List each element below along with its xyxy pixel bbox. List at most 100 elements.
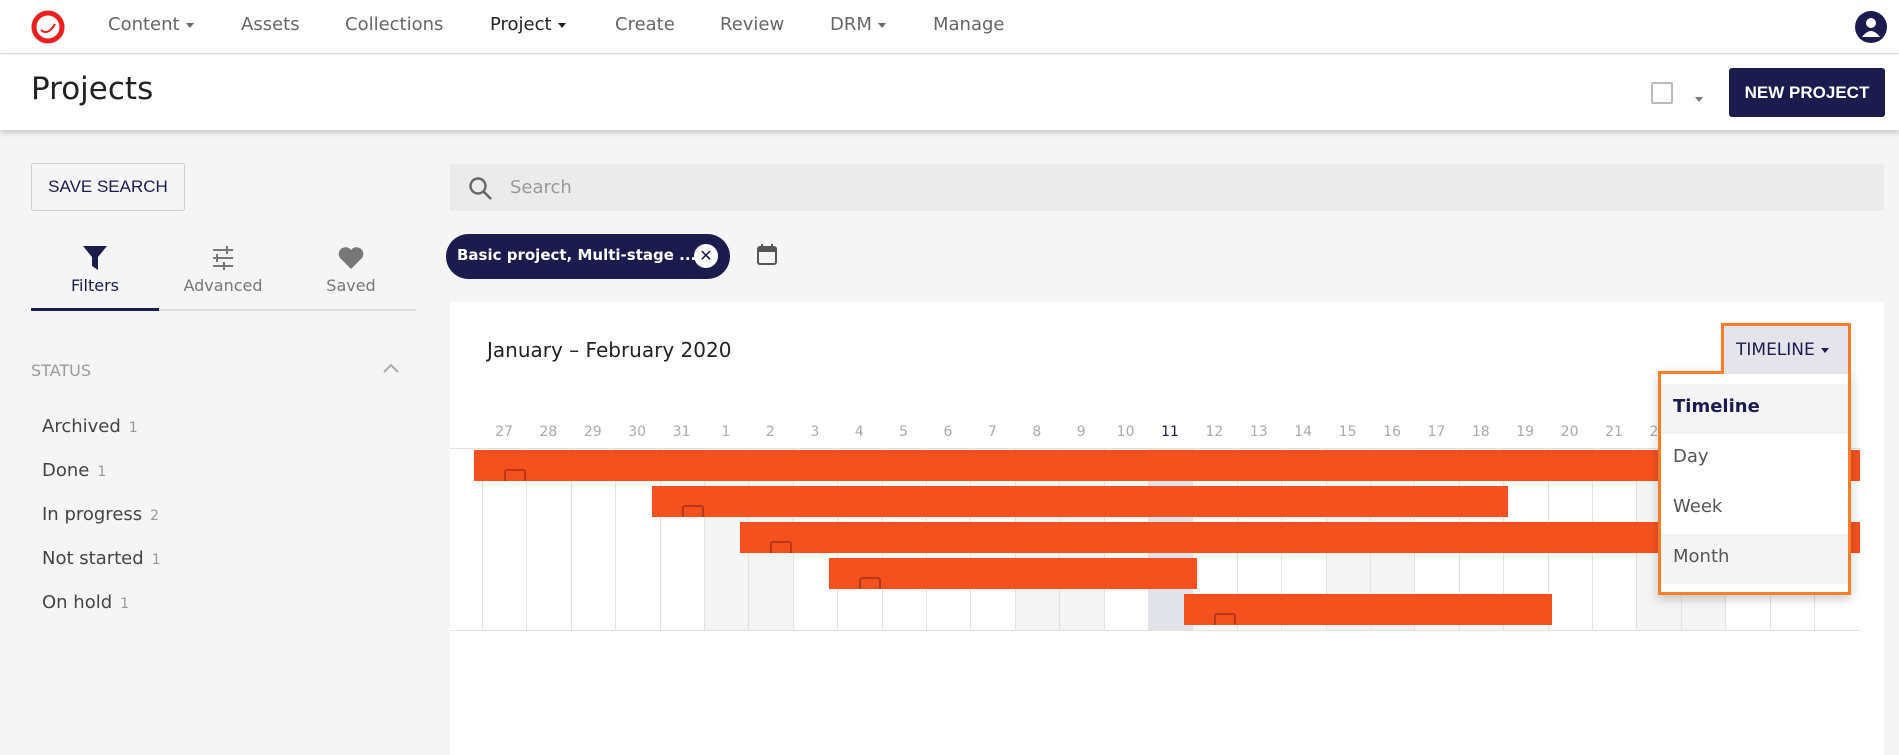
status-filter-on-hold[interactable]: On hold 1 [42, 592, 129, 613]
status-filter-archived[interactable]: Archived 1 [42, 416, 138, 437]
bar-handle-icon[interactable] [504, 469, 526, 481]
day-label: 30 [628, 424, 647, 440]
day-label: 2 [765, 424, 775, 440]
day-column [482, 448, 526, 630]
day-label: 6 [943, 424, 953, 440]
status-label: Not started [42, 548, 144, 569]
status-section-label: STATUS [31, 361, 92, 380]
day-label: 14 [1294, 424, 1313, 440]
grid-bottom-line [450, 630, 1860, 631]
day-label: 31 [672, 424, 691, 440]
day-label: 29 [583, 424, 602, 440]
filter-icon [83, 246, 107, 270]
filter-chip-label: Basic project, Multi-stage ... [457, 246, 697, 264]
nav-item-project[interactable]: Project [490, 14, 566, 35]
day-label: 13 [1249, 424, 1268, 440]
chevron-up-icon[interactable] [382, 362, 400, 374]
view-option-week[interactable]: Week [1673, 496, 1723, 517]
day-label: 27 [495, 424, 513, 440]
search-bar [450, 164, 1884, 211]
tab-advanced[interactable]: Advanced [159, 244, 287, 295]
day-label: 17 [1427, 424, 1446, 440]
save-search-button[interactable]: SAVE SEARCH [31, 163, 185, 211]
project-bar[interactable] [1184, 594, 1553, 625]
status-count: 1 [128, 420, 138, 436]
day-label: 28 [539, 424, 558, 440]
tab-filters[interactable]: Filters [31, 244, 159, 295]
bar-handle-icon[interactable] [770, 541, 793, 553]
page-title: Projects [31, 71, 154, 107]
view-dropdown-label: TIMELINE [1736, 340, 1815, 360]
sliders-icon [213, 246, 233, 270]
nav-item-content[interactable]: Content [108, 14, 194, 35]
nav-item-manage[interactable]: Manage [933, 14, 1005, 35]
grid-top-line [450, 448, 1860, 449]
nav-label: Create [615, 14, 675, 35]
status-count: 2 [150, 508, 160, 524]
bar-handle-icon[interactable] [859, 577, 882, 589]
timeline-view-dropdown[interactable]: TIMELINE [1721, 323, 1851, 374]
view-option-day[interactable]: Day [1673, 446, 1709, 467]
nav-label: Manage [933, 14, 1005, 35]
view-dropdown-menu: Timeline Day Week Month [1658, 371, 1851, 595]
project-bar[interactable] [829, 558, 1197, 589]
day-label: 1 [721, 424, 731, 440]
status-count: 1 [151, 552, 161, 568]
tab-label: Saved [326, 276, 376, 295]
nav-label: Review [720, 14, 785, 35]
caret-down-icon [877, 22, 886, 28]
tab-divider [31, 309, 416, 311]
status-label: Done [42, 460, 90, 481]
heart-icon [338, 247, 364, 269]
date-range-title: January – February 2020 [487, 338, 732, 362]
bar-handle-icon[interactable] [681, 505, 704, 517]
tab-label: Advanced [183, 276, 263, 295]
day-label: 15 [1338, 424, 1357, 440]
nav-item-review[interactable]: Review [720, 14, 784, 35]
project-bar[interactable] [651, 486, 1508, 517]
new-project-button[interactable]: NEW PROJECT [1729, 68, 1885, 117]
day-column [526, 448, 570, 630]
select-all-checkbox[interactable] [1651, 82, 1673, 104]
day-label: 18 [1471, 424, 1490, 440]
tab-label: Filters [71, 276, 119, 295]
day-column [615, 448, 659, 630]
day-label: 3 [810, 424, 820, 440]
search-input[interactable] [510, 164, 1810, 211]
sitecore-logo[interactable] [31, 10, 65, 44]
day-column [659, 448, 704, 630]
user-avatar-icon[interactable] [1855, 11, 1887, 43]
nav-item-assets[interactable]: Assets [241, 14, 300, 35]
day-label: 10 [1116, 424, 1135, 440]
day-label: 12 [1205, 424, 1224, 440]
filter-chip[interactable]: Basic project, Multi-stage ... ✕ [446, 234, 730, 279]
calendar-icon[interactable] [756, 243, 778, 267]
page-header: Projects NEW PROJECT [0, 55, 1899, 130]
tab-saved[interactable]: Saved [287, 244, 415, 295]
nav-item-drm[interactable]: DRM [830, 14, 886, 35]
view-option-timeline[interactable]: Timeline [1661, 384, 1848, 434]
nav-item-collections[interactable]: Collections [345, 14, 443, 35]
caret-down-icon [185, 22, 194, 28]
status-filter-not-started[interactable]: Not started 1 [42, 548, 161, 569]
status-label: On hold [42, 592, 113, 613]
status-label: In progress [42, 504, 143, 525]
day-label: 8 [1032, 424, 1042, 440]
status-filter-in-progress[interactable]: In progress 2 [42, 504, 159, 525]
search-icon [469, 177, 492, 200]
bar-handle-icon[interactable] [1214, 613, 1237, 625]
close-icon[interactable]: ✕ [694, 244, 718, 268]
nav-item-create[interactable]: Create [615, 14, 675, 35]
nav-label: Assets [241, 14, 300, 35]
select-dropdown-caret[interactable] [1689, 89, 1703, 108]
nav-label: Content [108, 14, 180, 35]
project-bar[interactable] [474, 450, 1860, 481]
status-count: 1 [120, 596, 130, 612]
status-count: 1 [97, 464, 107, 480]
status-filter-done[interactable]: Done 1 [42, 460, 106, 481]
day-label: 7 [987, 424, 997, 440]
day-label: 5 [899, 424, 909, 440]
day-label: 11 [1161, 424, 1179, 440]
view-option-month[interactable]: Month [1661, 534, 1848, 584]
caret-down-icon [1820, 347, 1829, 353]
